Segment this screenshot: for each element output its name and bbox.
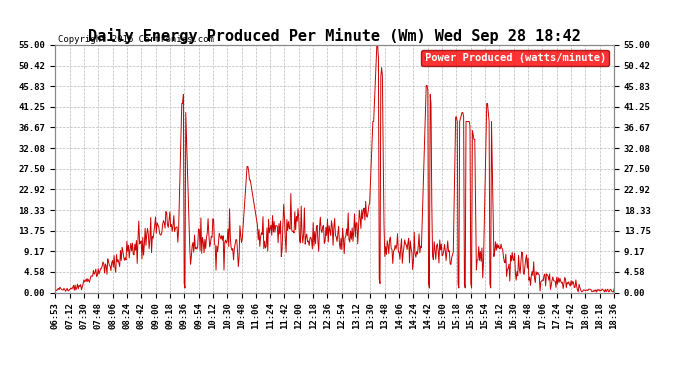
Text: Copyright 2016 Cartronics.com: Copyright 2016 Cartronics.com: [58, 35, 214, 44]
Title: Daily Energy Produced Per Minute (Wm) Wed Sep 28 18:42: Daily Energy Produced Per Minute (Wm) We…: [88, 28, 581, 44]
Legend: Power Produced (watts/minute): Power Produced (watts/minute): [422, 50, 609, 66]
